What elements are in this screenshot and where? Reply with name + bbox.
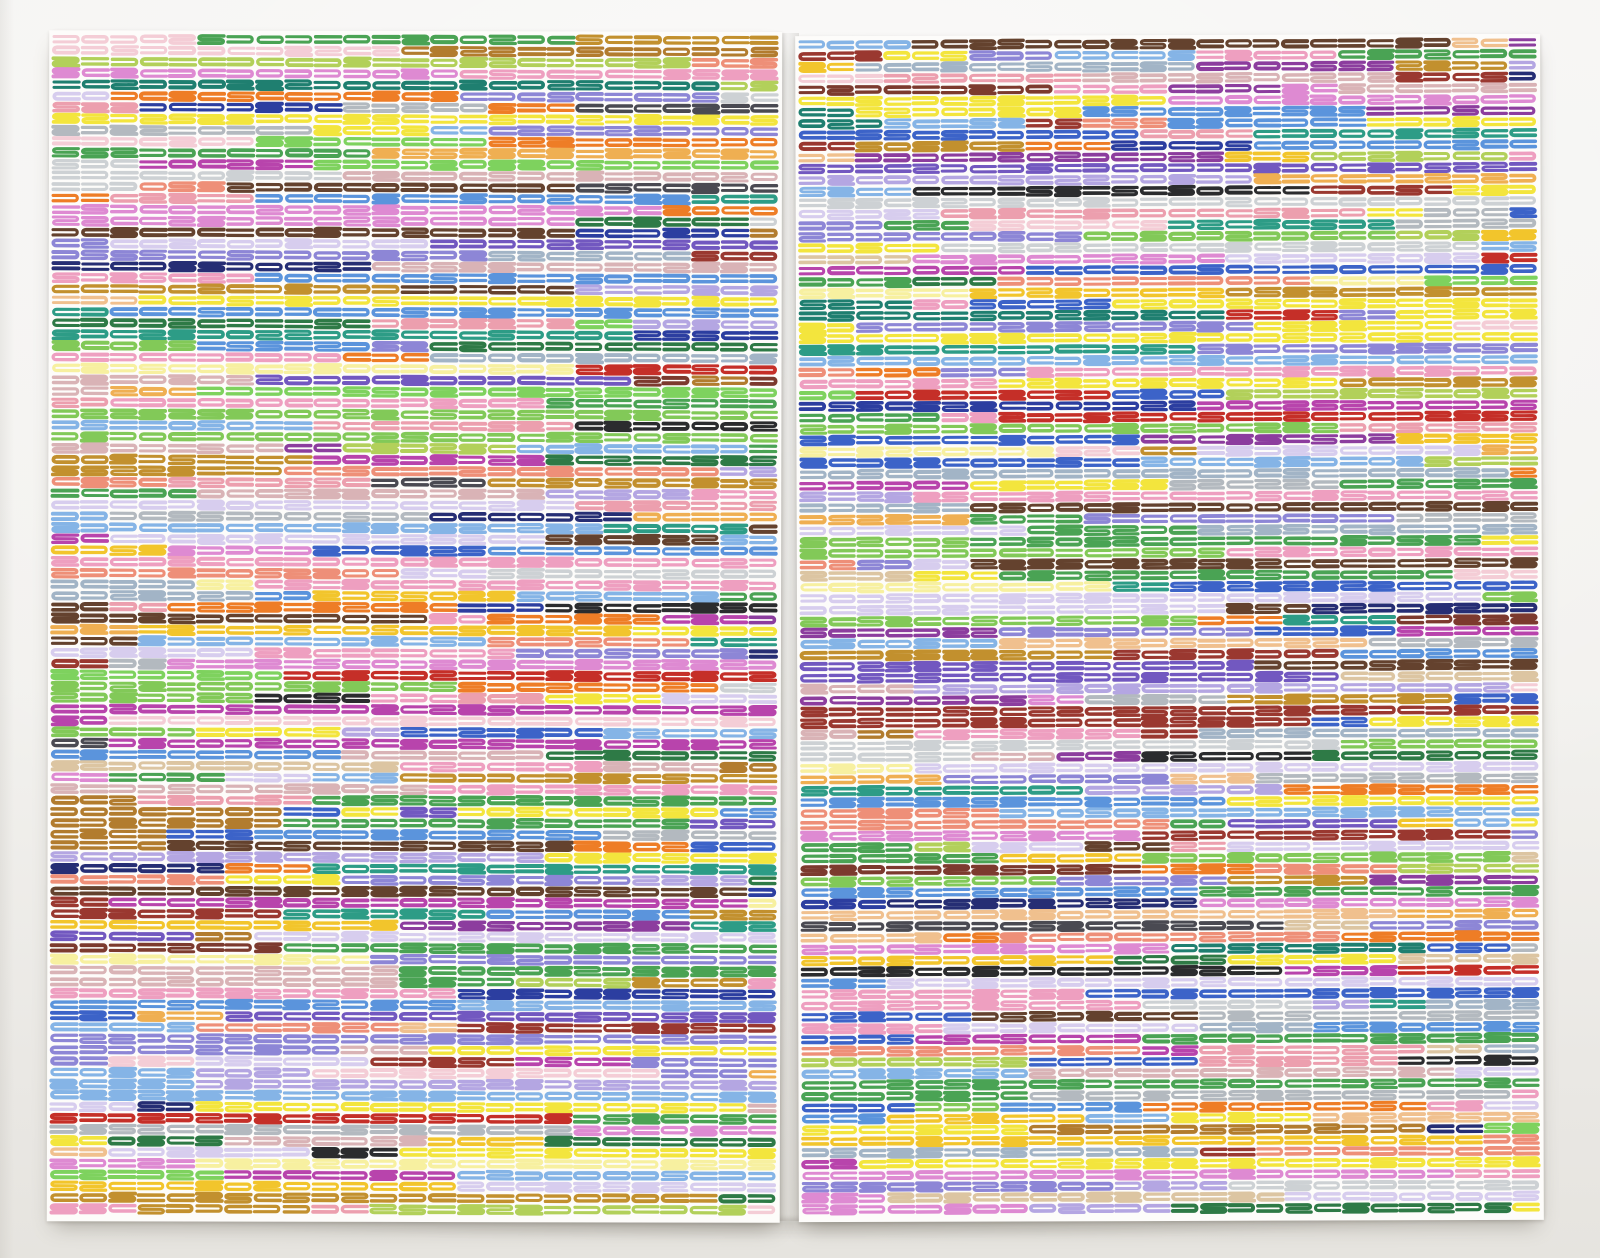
- artwork-panel-left: [46, 30, 783, 1223]
- artwork-panel-right: [795, 33, 1544, 1223]
- wall-shadow: [40, 1218, 1550, 1244]
- squiggle-grid-right: [798, 37, 1541, 1216]
- panel-gap-shadow: [779, 33, 799, 1221]
- squiggle-grid-left: [49, 34, 779, 1216]
